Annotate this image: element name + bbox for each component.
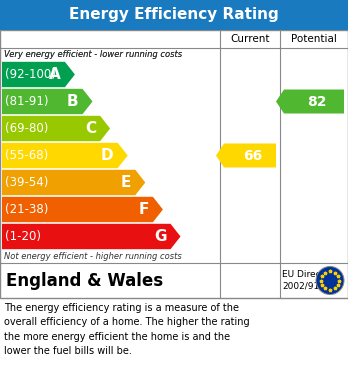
Polygon shape [2,170,145,195]
Text: B: B [67,94,79,109]
Text: Very energy efficient - lower running costs: Very energy efficient - lower running co… [4,50,182,59]
Polygon shape [2,143,128,168]
Text: A: A [49,67,61,82]
Text: (1-20): (1-20) [5,230,41,243]
Text: (55-68): (55-68) [5,149,48,162]
Text: G: G [154,229,166,244]
Text: (69-80): (69-80) [5,122,48,135]
Text: Very energy efficient - lower running costs: Very energy efficient - lower running co… [4,50,182,59]
Text: EU Directive
2002/91/EC: EU Directive 2002/91/EC [282,271,338,291]
Text: (92-100): (92-100) [5,68,56,81]
Text: Potential: Potential [291,34,337,44]
Text: 66: 66 [243,149,263,163]
Text: D: D [101,148,114,163]
Polygon shape [276,90,344,113]
Text: (21-38): (21-38) [5,203,48,216]
Polygon shape [2,197,163,222]
Bar [0,0,348,30]
Text: E: E [121,175,131,190]
Text: C: C [85,121,96,136]
Text: The energy efficiency rating is a measure of the
overall efficiency of a home. T: The energy efficiency rating is a measur… [4,303,250,356]
Text: (81-91): (81-91) [5,95,48,108]
Text: (39-54): (39-54) [5,176,48,189]
Polygon shape [216,143,276,167]
Text: Current: Current [230,34,270,44]
Circle shape [316,267,344,294]
Polygon shape [2,62,75,87]
Polygon shape [2,224,181,249]
Text: F: F [139,202,149,217]
Polygon shape [2,89,93,114]
Bar [0,30,348,298]
Text: England & Wales: England & Wales [6,271,163,289]
Polygon shape [2,116,110,141]
Text: Energy Efficiency Rating: Energy Efficiency Rating [69,7,279,23]
Text: 82: 82 [307,95,327,108]
Text: Not energy efficient - higher running costs: Not energy efficient - higher running co… [4,252,182,261]
